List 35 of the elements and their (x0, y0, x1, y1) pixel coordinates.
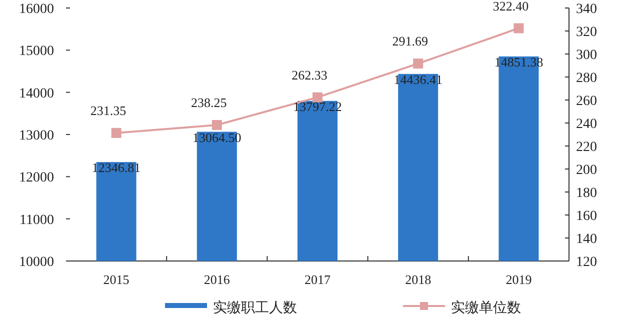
y-tick-label: 10000 (19, 255, 54, 270)
y2-tick-label: 200 (576, 163, 597, 178)
point (111, 128, 122, 138)
point (514, 23, 524, 34)
data-label: 291.69 (392, 34, 428, 49)
x-tick-label: 2016 (204, 272, 230, 287)
x-tick-label: 2015 (103, 272, 130, 287)
y2-tick-label: 300 (576, 48, 597, 63)
y2-tick-label: 180 (576, 186, 597, 201)
y-tick-label: 12000 (19, 170, 54, 186)
y2-tick-label: 140 (576, 232, 597, 247)
y-tick-label: 15000 (19, 44, 54, 60)
x-tick-label: 2017 (304, 272, 331, 287)
y-tick-label: 16000 (19, 2, 54, 17)
y2-tick-label: 260 (576, 94, 597, 109)
y-tick-label: 14000 (19, 86, 54, 102)
y2-tick-label: 340 (576, 2, 597, 17)
y2-tick-label: 240 (576, 117, 597, 132)
y2-tick-label: 120 (576, 255, 597, 270)
y2-tick-label: 220 (576, 140, 597, 155)
x-tick-label: 2018 (405, 272, 432, 287)
x-tick-label: 2019 (506, 272, 532, 287)
point (212, 120, 222, 130)
data-label: 262.33 (292, 67, 328, 82)
legend-label: 实缴职工人数 (213, 300, 297, 316)
legend-label: 实缴单位数 (451, 300, 521, 316)
y2-tick-label: 320 (576, 25, 597, 40)
y-tick-label: 13000 (19, 128, 54, 144)
data-label: 238.25 (191, 95, 227, 110)
data-label: 322.40 (492, 0, 529, 14)
y2-tick-label: 280 (576, 71, 597, 86)
y2-tick-label: 160 (576, 209, 597, 224)
point (413, 58, 424, 69)
y-tick-label: 11000 (20, 212, 54, 228)
data-label: 231.35 (90, 102, 126, 118)
